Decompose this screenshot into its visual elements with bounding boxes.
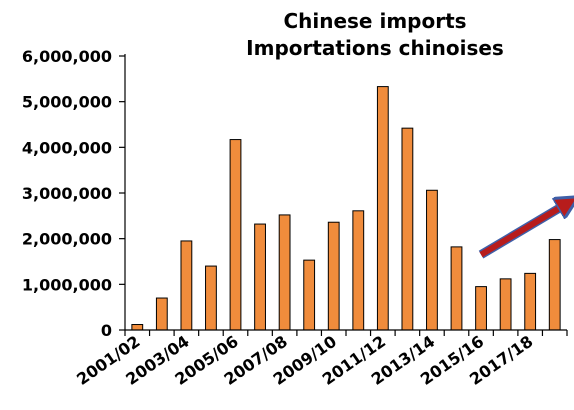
- y-tick-label: 0: [101, 321, 112, 340]
- bar: [180, 240, 193, 331]
- bar: [205, 265, 217, 331]
- bar: [229, 139, 242, 331]
- bar: [155, 297, 168, 331]
- bar: [401, 127, 414, 331]
- bar: [376, 86, 389, 331]
- bar: [524, 272, 537, 331]
- bar: [499, 278, 512, 331]
- y-tick-label: 2,000,000: [22, 230, 112, 249]
- bar: [254, 223, 266, 331]
- y-axis: 0 1,000,000 2,000,000 3,000,000 4,000,000 5,0…: [22, 47, 126, 340]
- chart-title-line-1: Chinese imports: [283, 9, 466, 33]
- bar: [475, 286, 487, 331]
- bar: [352, 210, 365, 331]
- y-tick-label: 5,000,000: [22, 93, 112, 112]
- bar: [327, 221, 340, 331]
- bar: [450, 246, 463, 331]
- bar: [278, 214, 291, 331]
- trend-arrow: [478, 202, 569, 259]
- x-axis: 2001/022003/042005/062007/082009/102011/…: [73, 329, 568, 389]
- bar: [426, 189, 438, 331]
- trend-arrow-shaft: [479, 202, 569, 258]
- bars: [131, 86, 561, 331]
- y-tick-label: 3,000,000: [22, 184, 112, 203]
- bar: [303, 259, 316, 331]
- chart-title: Chinese imports Importations chinoises: [246, 9, 504, 60]
- chart-title-line-2: Importations chinoises: [246, 36, 504, 60]
- y-tick-label: 1,000,000: [22, 275, 112, 294]
- bar: [131, 324, 144, 331]
- y-tick-label: 4,000,000: [22, 138, 112, 157]
- y-tick-label: 6,000,000: [22, 47, 112, 66]
- bar: [548, 239, 561, 331]
